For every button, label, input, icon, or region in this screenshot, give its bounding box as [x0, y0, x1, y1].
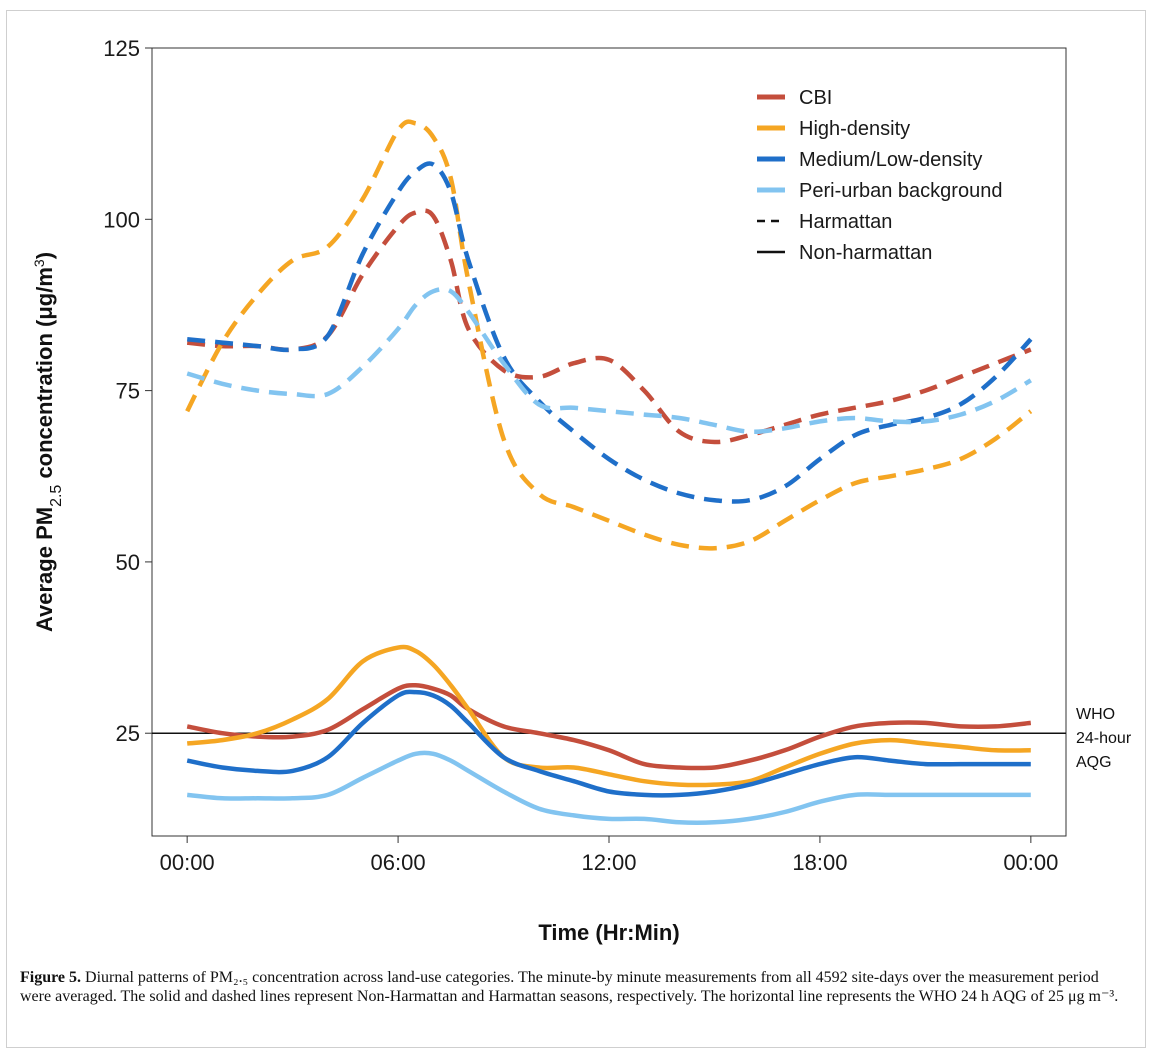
legend: CBI High-density Medium/Low-density Peri-ur…: [757, 87, 1002, 264]
series-line-peri-urban-background-non-harmattan: [186, 750, 1031, 825]
reference-label-line: 24-hour: [1076, 730, 1132, 747]
reference-label-line: AQG: [1076, 754, 1112, 771]
x-tick-label: 18:00: [792, 850, 847, 875]
caption-text: Diurnal patterns of PM₂.₅ concentration …: [20, 969, 1119, 1005]
x-axis-title: Time (Hr:Min): [538, 920, 679, 945]
series-line-high-density-harmattan: [185, 119, 1033, 551]
y-title-subscript: 2.5: [48, 485, 65, 507]
legend-label: High-density: [799, 118, 910, 140]
legend-label: CBI: [799, 87, 832, 109]
y-tick-label: 75: [116, 379, 140, 404]
legend-label: Harmattan: [799, 211, 892, 233]
series-line-medium-low-density-harmattan: [186, 161, 1033, 504]
series-lines: [185, 119, 1033, 825]
y-tick-label: 125: [103, 36, 140, 61]
series-line-high-density-non-harmattan: [186, 644, 1031, 788]
y-axis: 25 50 75 100 125: [103, 36, 152, 746]
y-title-superscript: 3: [31, 259, 47, 267]
series-line-cbi-harmattan: [186, 208, 1032, 445]
series-line-peri-urban-background-harmattan: [186, 286, 1032, 435]
series-line-cbi-non-harmattan: [186, 683, 1032, 771]
figure-caption: Figure 5. Diurnal patterns of PM₂.₅ conc…: [20, 968, 1130, 1006]
legend-label: Non-harmattan: [799, 242, 932, 264]
y-tick-label: 100: [103, 207, 140, 232]
reference-label-line: WHO: [1076, 706, 1115, 723]
line-chart: 25 50 75 100 125 00:00 06:00 12:00 18:00 00:00 W…: [31, 36, 1132, 945]
y-tick-label: 50: [116, 550, 140, 575]
y-axis-title: Average PM2.5 concentration (μg/m3): [31, 252, 65, 632]
figure-frame: [6, 10, 1146, 1048]
y-title-prefix: Average PM: [32, 507, 57, 632]
y-title-suffix: ): [32, 252, 57, 259]
x-tick-label: 00:00: [160, 850, 215, 875]
caption-label: Figure 5.: [20, 969, 82, 986]
x-tick-label: 00:00: [1003, 850, 1058, 875]
y-title-middle: concentration (μg/m: [32, 267, 57, 485]
x-tick-label: 06:00: [371, 850, 426, 875]
series-line-medium-low-density-non-harmattan: [186, 689, 1031, 798]
legend-label: Peri-urban background: [799, 180, 1002, 202]
y-tick-label: 25: [116, 721, 140, 746]
legend-label: Medium/Low-density: [799, 149, 982, 171]
x-tick-label: 12:00: [581, 850, 636, 875]
x-axis: 00:00 06:00 12:00 18:00 00:00: [160, 836, 1058, 875]
